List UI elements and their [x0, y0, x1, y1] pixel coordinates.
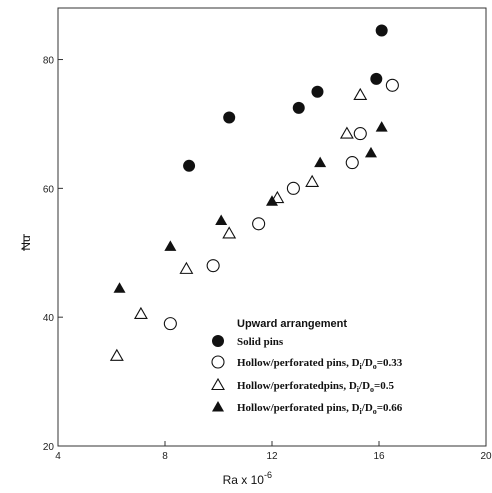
data-point-series-2 [252, 217, 266, 231]
data-point-series-3 [222, 226, 237, 239]
x-tick-label: 4 [55, 451, 61, 462]
data-point-series-1 [375, 24, 388, 37]
data-point-series-2 [385, 78, 399, 92]
y-tick-label: 20 [43, 442, 55, 453]
data-point-series-2 [353, 127, 367, 141]
legend-label-series-1: Solid pins [237, 336, 284, 348]
data-point-series-2 [345, 156, 359, 170]
data-point-series-1 [370, 72, 383, 85]
y-tick-label: 40 [43, 313, 55, 324]
legend-marker-series-2 [211, 355, 225, 369]
data-point-series-3 [179, 261, 194, 274]
data-point-series-4 [375, 121, 388, 132]
data-point-series-3 [339, 126, 354, 139]
legend-label-series-2: Hollow/perforated pins, Di/Do=0.33 [237, 357, 403, 371]
x-tick-label: 12 [266, 451, 278, 462]
y-tick-label: 60 [43, 184, 55, 195]
data-point-series-4 [364, 146, 377, 158]
data-point-series-4 [215, 214, 228, 226]
legend-label-series-4: Hollow/perforated pins, Di/Do=0.66 [237, 402, 403, 416]
y-tick-label: 80 [43, 56, 55, 67]
legend-title: Upward arrangement [237, 318, 347, 330]
x-tick-label: 8 [162, 451, 168, 462]
data-points [109, 24, 399, 361]
data-point-series-4 [113, 282, 126, 293]
data-point-series-1 [223, 111, 236, 124]
data-point-series-1 [311, 85, 324, 98]
data-point-series-1 [292, 101, 305, 114]
data-point-series-3 [353, 87, 368, 101]
data-point-series-3 [109, 348, 124, 361]
data-point-series-2 [163, 317, 177, 331]
data-point-series-4 [164, 240, 177, 251]
legend-marker-series-3 [211, 377, 225, 391]
x-tick-label: 16 [373, 451, 385, 462]
legend-marker-series-1 [212, 335, 224, 347]
data-point-series-3 [133, 306, 148, 320]
data-point-series-3 [305, 174, 320, 187]
data-point-series-4 [314, 156, 327, 168]
x-axis-title-exponent: -6 [264, 470, 272, 480]
legend-label-series-3: Hollow/perforatedpins, Di/Do=0.5 [237, 380, 395, 394]
data-point-series-2 [286, 181, 300, 195]
x-axis-title: Ra x 10-6 [223, 470, 272, 487]
x-axis-title-main: Ra x 10 [223, 473, 265, 487]
axis-ticks: 4 8 12 16 20 20 40 60 80 [43, 56, 492, 462]
y-axis-title: Nu [19, 235, 33, 250]
legend-marker-series-4 [212, 401, 224, 412]
legend: Upward arrangement Solid pins Hollow/perf… [211, 318, 403, 416]
data-point-series-4 [266, 195, 278, 206]
x-tick-label: 20 [480, 451, 492, 462]
data-point-series-1 [183, 159, 196, 172]
data-point-series-2 [206, 259, 220, 273]
